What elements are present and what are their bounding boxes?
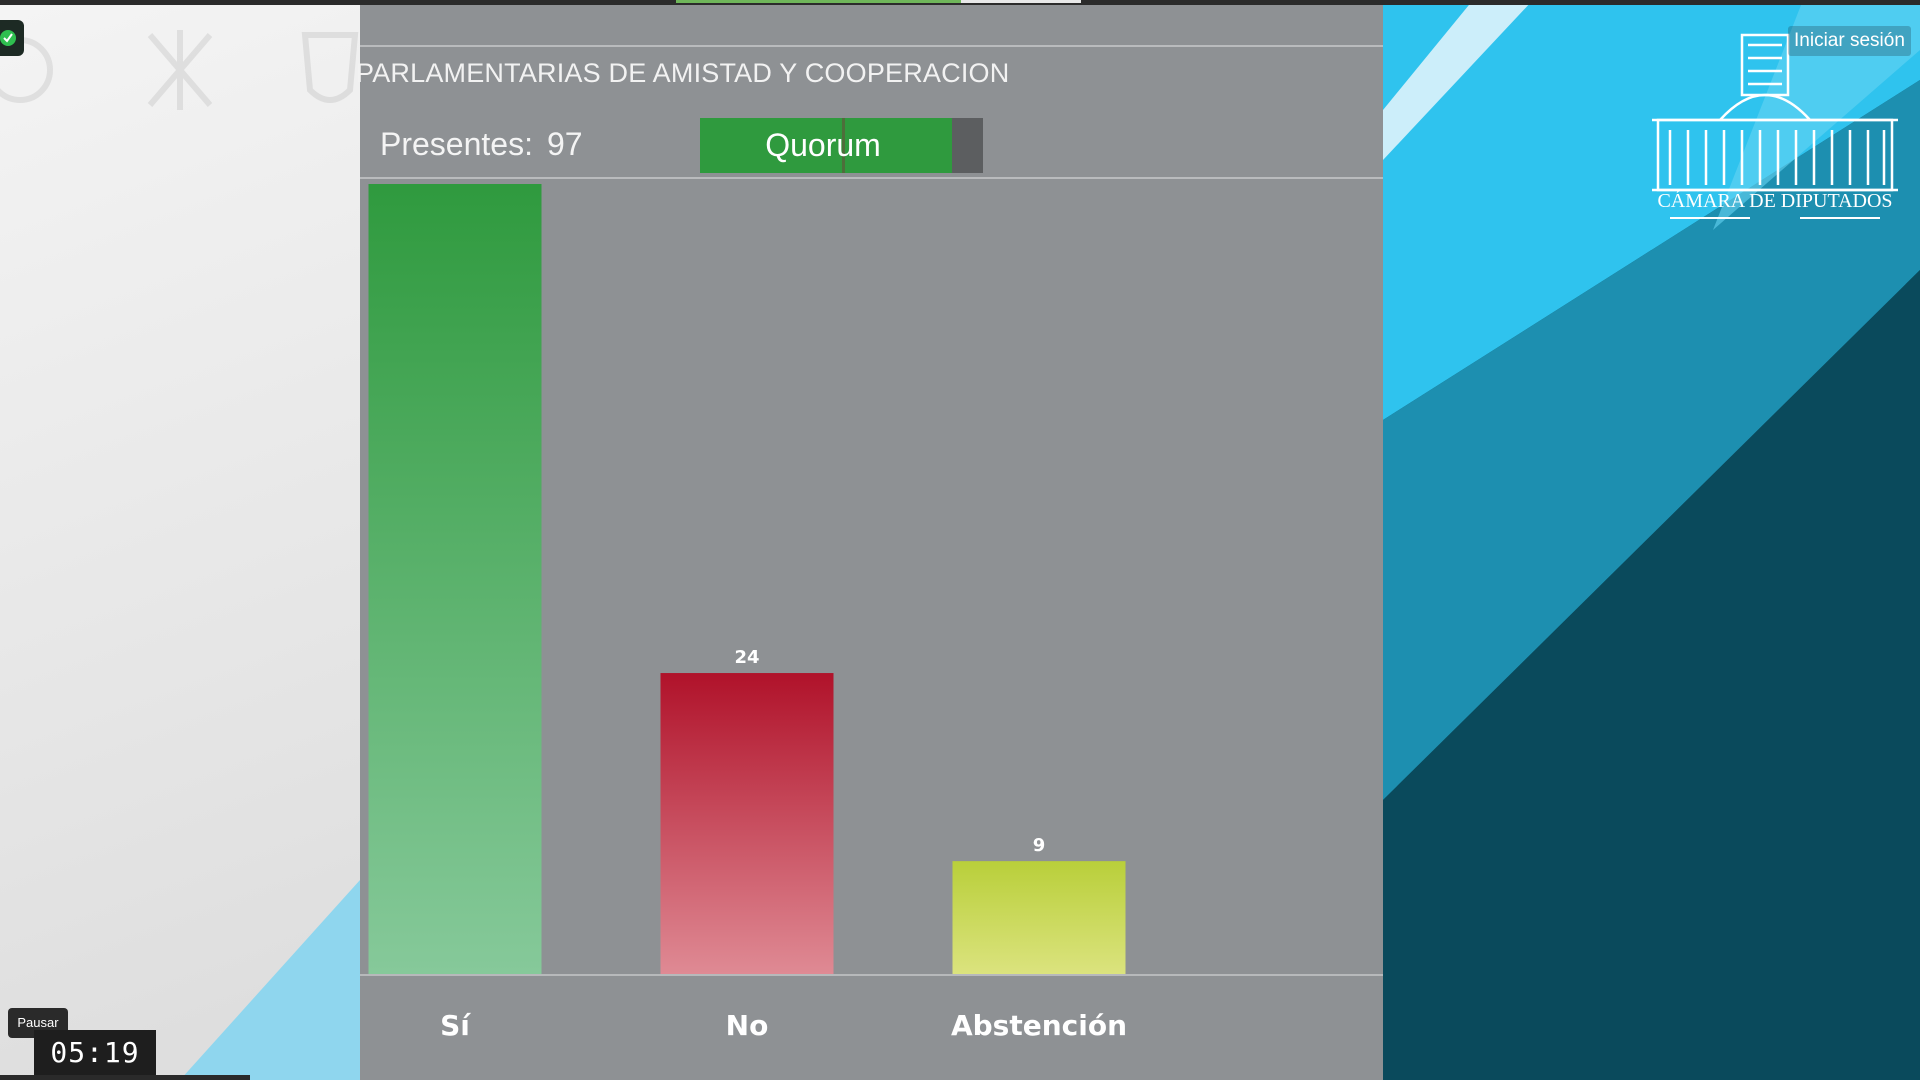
left-decor (0, 30, 360, 1080)
baseline (360, 974, 1383, 976)
bar-si (368, 184, 542, 974)
shield-check-icon (0, 20, 24, 56)
divider (360, 177, 1383, 179)
top-progress (676, 0, 961, 3)
bar-no (660, 673, 834, 974)
watermark-emblem-icon (0, 30, 359, 110)
quorum-threshold-marker (842, 118, 845, 173)
quorum-fill (700, 118, 952, 173)
attendance-value: 97 (546, 126, 583, 162)
quorum-indicator: Quorum (700, 118, 983, 173)
countdown-timer: 05:19 (34, 1030, 156, 1076)
labels-group: 63Sí24No9Abstención (440, 647, 1127, 1042)
left-background (0, 0, 360, 1080)
attendance-label: Presentes: (380, 126, 533, 162)
attendance-count: Presentes: 97 (380, 126, 583, 163)
bar-value-abstencion: 9 (1033, 835, 1046, 856)
camara-diputados-logo: CÁMARA DE DIPUTADOS (1652, 33, 1898, 219)
top-progress-remainder (961, 0, 1081, 3)
timer-track (0, 1075, 250, 1080)
congress-building-icon (1652, 33, 1898, 192)
divider (360, 45, 1383, 47)
sign-in-button[interactable]: Iniciar sesión (1788, 26, 1911, 56)
vote-bar-chart: 63Sí24No9Abstención (360, 184, 1383, 1042)
category-label-si: Sí (440, 1009, 471, 1042)
bar-abstencion (952, 861, 1126, 974)
category-label-no: No (726, 1009, 769, 1042)
panel-title: PARLAMENTARIAS DE AMISTAD Y COOPERACION (356, 58, 1010, 88)
voting-panel: PARLAMENTARIAS DE AMISTAD Y COOPERACION … (356, 0, 1383, 1080)
logo-text: CÁMARA DE DIPUTADOS (1657, 189, 1892, 212)
quorum-label: Quorum (765, 127, 881, 163)
right-decor (1383, 0, 1920, 1080)
bar-value-no: 24 (734, 647, 759, 668)
category-label-abstencion: Abstención (951, 1009, 1127, 1042)
bars-group (368, 184, 1126, 974)
